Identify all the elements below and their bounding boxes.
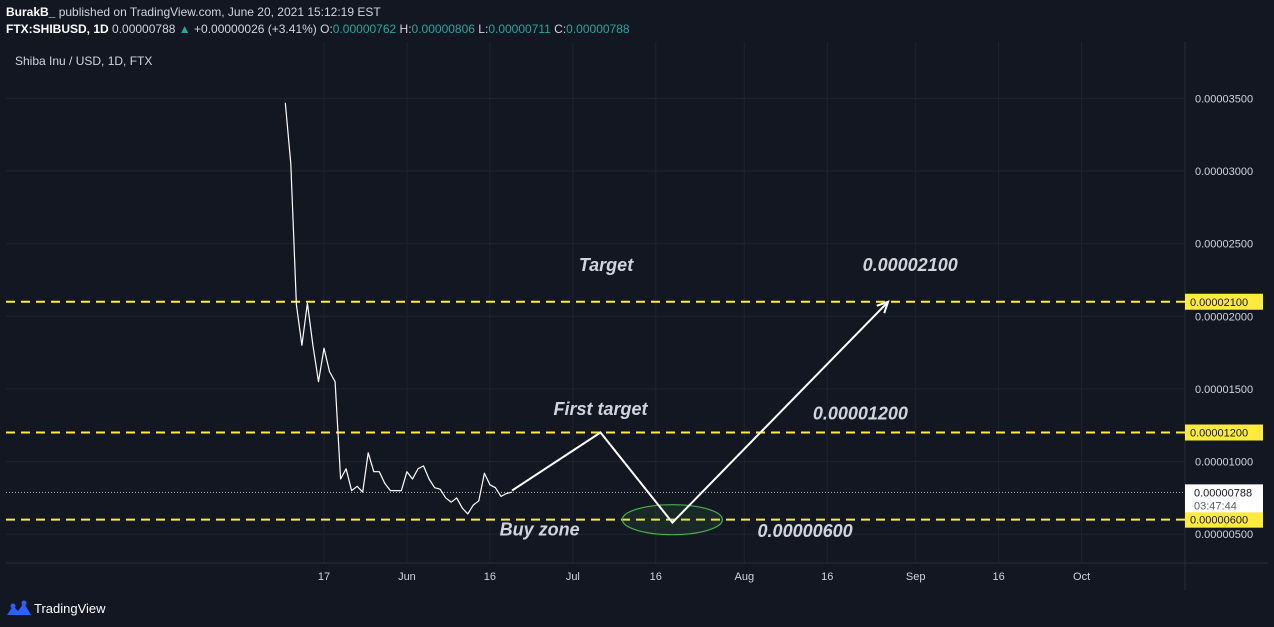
x-tick-label: 16: [484, 571, 496, 583]
high-value: 0.00000806: [411, 22, 475, 36]
chart-title: Shiba Inu / USD, 1D, FTX: [15, 54, 152, 68]
annotation-text[interactable]: First target: [553, 399, 648, 419]
last-price-tag: [1185, 484, 1263, 513]
annotation-text[interactable]: 0.00000600: [758, 521, 853, 541]
high-label: H:: [399, 22, 412, 36]
publish-text: published on TradingView.com, June 20, 2…: [58, 5, 381, 19]
annotation-text[interactable]: 0.00001200: [813, 403, 908, 423]
buy-zone-ellipse[interactable]: [621, 504, 723, 536]
x-tick-label: Sep: [906, 571, 926, 583]
low-label: L:: [478, 22, 489, 36]
x-tick-label: 16: [821, 571, 833, 583]
open-value: 0.00000762: [332, 22, 397, 36]
tradingview-logo-icon[interactable]: [6, 600, 32, 618]
x-tick-label: Jul: [566, 571, 580, 583]
price-line[interactable]: [284, 102, 513, 515]
symbol-info: FTX:SHIBUSD, 1D 0.00000788 ▲ +0.00000026…: [6, 22, 630, 36]
annotation-text[interactable]: Buy zone: [500, 520, 580, 540]
close-value: 0.00000788: [566, 22, 630, 36]
symbol-label[interactable]: FTX:SHIBUSD, 1D: [6, 22, 109, 36]
price-chart[interactable]: Shiba Inu / USD, 1D, FTX Target 0.0000210…: [0, 0, 1274, 591]
time-axis[interactable]: 17 Jun 16 Jul 16 Aug 16 Sep 16 Oct: [318, 571, 1090, 583]
x-tick-label: 16: [650, 571, 662, 583]
projection-arrowhead: [876, 300, 890, 314]
level-price-label: 0.00001200: [1190, 428, 1248, 440]
close-label: C:: [554, 22, 567, 36]
y-tick-label: 0.00002000: [1195, 311, 1253, 323]
x-tick-label: 16: [993, 571, 1005, 583]
y-tick-label: 0.00001500: [1195, 384, 1253, 396]
y-tick-label: 0.00000500: [1195, 529, 1253, 541]
tradingview-brand[interactable]: TradingView: [34, 601, 106, 616]
level-price-label: 0.00000600: [1190, 515, 1248, 527]
projection-path[interactable]: [511, 300, 890, 536]
author-name[interactable]: BurakB_: [6, 5, 56, 19]
bar-countdown: 03:47:44: [1194, 500, 1237, 512]
x-tick-label: Aug: [734, 571, 754, 583]
publish-info: BurakB_ published on TradingView.com, Ju…: [6, 5, 381, 19]
horizontal-levels[interactable]: [6, 300, 1185, 521]
x-tick-label: 17: [318, 571, 330, 583]
chart-header: BurakB_ published on TradingView.com, Ju…: [0, 0, 1274, 40]
up-arrow-icon: ▲: [178, 22, 191, 36]
grid-lines: [6, 42, 1185, 563]
level-price-tag: [1185, 293, 1263, 310]
x-tick-label: Jun: [398, 571, 416, 583]
y-tick-label: 0.00002500: [1195, 239, 1253, 251]
y-tick-label: 0.00003000: [1195, 166, 1253, 178]
projection-line[interactable]: [511, 301, 889, 525]
chart-annotations[interactable]: Target 0.00002100 First target 0.00001200 Bu…: [500, 255, 958, 541]
price-change: +0.00000026 (+3.41%): [194, 22, 317, 36]
x-tick-label: Oct: [1073, 571, 1090, 583]
low-value: 0.00000711: [488, 22, 551, 36]
annotation-text[interactable]: 0.00002100: [863, 255, 958, 275]
open-label: O:: [320, 22, 333, 36]
y-tick-label: 0.00003500: [1195, 93, 1253, 105]
level-price-tag: [1185, 511, 1263, 528]
price-series[interactable]: [284, 102, 513, 515]
price-value: 0.00000788: [112, 22, 176, 36]
level-price-tag: [1185, 424, 1263, 441]
price-axis[interactable]: 0.00003500 0.00003000 0.00002500 0.00002000…: [1185, 93, 1263, 541]
y-tick-label: 0.00001000: [1195, 457, 1253, 469]
level-price-label: 0.00002100: [1190, 297, 1248, 309]
annotation-text[interactable]: Target: [579, 255, 634, 275]
footer-bar: TradingView: [0, 591, 1274, 627]
last-price-label: 0.00000788: [1194, 487, 1252, 499]
